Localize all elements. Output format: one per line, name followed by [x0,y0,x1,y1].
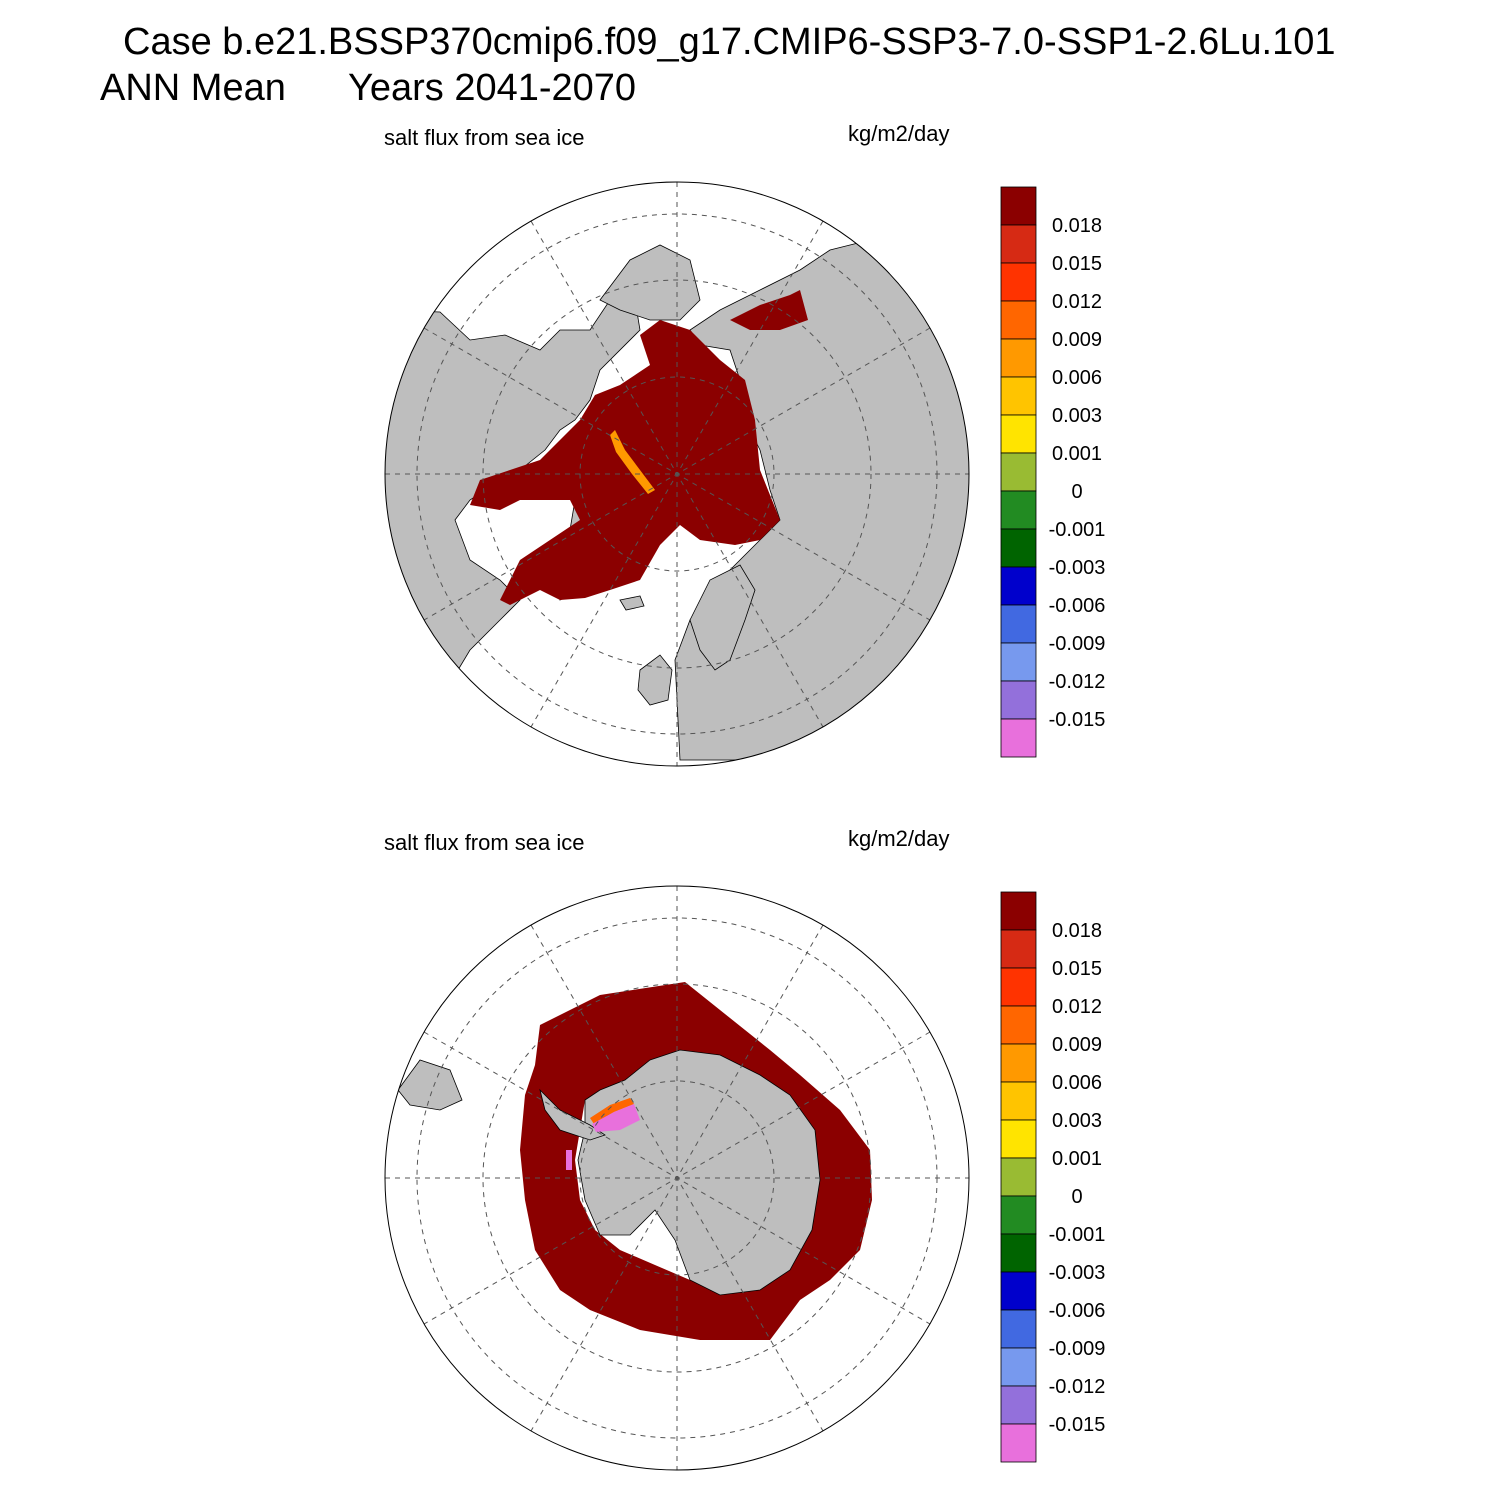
weddell-sea-negative-patch [592,1104,640,1132]
north-colorbar-tick-label: -0.009 [1049,633,1106,655]
north-colorbar-swatch [1000,262,1037,302]
north-colorbar-swatch [1000,186,1037,226]
years-label: Years 2041-2070 [348,67,637,109]
season-label: ANN Mean [100,67,286,109]
north-america-land [385,299,641,721]
south-map-border [384,885,970,1471]
figure-title: Case b.e21.BSSP370cmip6.f09_g17.CMIP6-SS… [123,21,1336,63]
north-colorbar-swatch [1000,376,1037,416]
north-colorbar-tick-label: -0.003 [1049,557,1106,579]
south-colorbar-swatch [1000,1043,1037,1083]
south-colorbar-swatch [1000,1423,1037,1463]
south-colorbar-swatch [1000,1347,1037,1387]
south-colorbar-tick-label: -0.009 [1049,1338,1106,1360]
uk-land [637,654,673,706]
north-colorbar-tick-label: 0 [1071,481,1082,503]
south-colorbar-tick-label: -0.003 [1049,1262,1106,1284]
southern-ocean-salt-flux-field [520,982,872,1340]
south-colorbar-swatch [1000,1385,1037,1425]
south-colorbar-swatch [1000,891,1037,931]
north-variable-label: salt flux from sea ice [384,125,585,150]
south-colorbar-swatch [1000,1119,1037,1159]
north-map-border [384,181,970,767]
north-colorbar-swatch [1000,680,1037,720]
south-variable-label: salt flux from sea ice [384,830,585,855]
south-colorbar-tick-label: 0.012 [1052,996,1102,1018]
south-colorbar-tick-label: -0.001 [1049,1224,1106,1246]
south-colorbar-swatch [1000,1195,1037,1235]
north-colorbar-swatch [1000,414,1037,454]
south-colorbar-swatch [1000,1081,1037,1121]
south-colorbar-tick-label: 0.018 [1052,920,1102,942]
north-colorbar-swatch [1000,642,1037,682]
south-colorbar-swatch [1000,1233,1037,1273]
antarctica-land [577,1049,821,1296]
north-colorbar-tick-label: 0.009 [1052,329,1102,351]
south-colorbar-tick-label: 0.015 [1052,958,1102,980]
north-colorbar-swatch [1000,338,1037,378]
scandinavia-land [689,564,756,671]
south-colorbar-swatch [1000,1157,1037,1197]
south-polar-map [384,885,970,1471]
south-america-land [397,1059,463,1111]
south-colorbar-tick-label: 0 [1071,1186,1082,1208]
north-colorbar-tick-label: -0.006 [1049,595,1106,617]
north-polar-map [384,181,970,767]
north-colorbar-swatch [1000,224,1037,264]
south-colorbar-tick-label: -0.015 [1049,1414,1106,1436]
north-colorbar-tick-label: -0.015 [1049,709,1106,731]
north-colorbar-tick-label: 0.003 [1052,405,1102,427]
north-colorbar-swatch [1000,528,1037,568]
chukotka-land [599,244,701,321]
north-colorbar-swatch [1000,490,1037,530]
south-colorbar-swatch [1000,1309,1037,1349]
bellingshausen-negative-patch [566,1150,572,1170]
greenland-margin-gradient [610,430,655,494]
north-colorbar-swatch [1000,604,1037,644]
south-colorbar-swatch [1000,1271,1037,1311]
north-colorbar-tick-label: 0.001 [1052,443,1102,465]
north-colorbar-tick-label: 0.018 [1052,215,1102,237]
south-colorbar-swatch [1000,929,1037,969]
south-colorbar-swatch [1000,967,1037,1007]
north-colorbar-swatch [1000,566,1037,606]
south-colorbar-tick-label: 0.006 [1052,1072,1102,1094]
south-colorbar-swatch [1000,1005,1037,1045]
north-graticule [385,182,969,766]
south-colorbar-tick-label: 0.003 [1052,1110,1102,1132]
south-colorbar-tick-label: -0.012 [1049,1376,1106,1398]
north-colorbar-tick-label: 0.006 [1052,367,1102,389]
south-colorbar-tick-label: -0.006 [1049,1300,1106,1322]
north-colorbar-swatch [1000,300,1037,340]
south-graticule [385,886,969,1470]
south-colorbar-tick-label: 0.009 [1052,1034,1102,1056]
south-colorbar-tick-label: 0.001 [1052,1148,1102,1170]
north-colorbar: 0.018 0.015 0.012 0.009 0.006 0.003 0.001 0 -0.0… [1000,186,1106,758]
north-colorbar-tick-label: 0.015 [1052,253,1102,275]
weddell-sea-gradient [590,1098,634,1124]
north-colorbar-tick-label: -0.012 [1049,671,1106,693]
south-units-label: kg/m2/day [848,826,950,851]
north-colorbar-swatch [1000,452,1037,492]
north-colorbar-tick-label: -0.001 [1049,519,1106,541]
iceland-land [619,595,645,611]
north-units-label: kg/m2/day [848,121,950,146]
north-colorbar-tick-label: 0.012 [1052,291,1102,313]
south-colorbar: 0.018 0.015 0.012 0.009 0.006 0.003 0.001 0 -0.0… [1000,891,1106,1463]
chukchi-flux-patch [730,290,808,330]
north-colorbar-swatch [1000,718,1037,758]
